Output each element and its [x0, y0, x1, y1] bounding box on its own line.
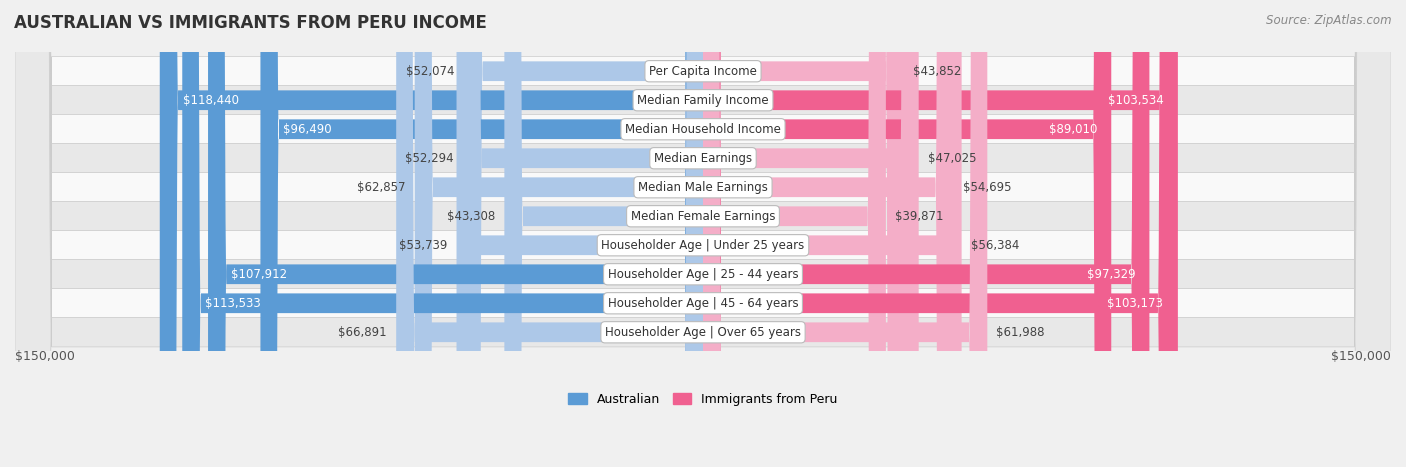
FancyBboxPatch shape — [15, 0, 1391, 467]
FancyBboxPatch shape — [15, 0, 1391, 467]
Text: $54,695: $54,695 — [963, 181, 1011, 194]
Text: $89,010: $89,010 — [1049, 123, 1098, 136]
Text: $103,534: $103,534 — [1108, 94, 1164, 107]
FancyBboxPatch shape — [415, 0, 703, 467]
Text: $52,074: $52,074 — [406, 65, 456, 78]
FancyBboxPatch shape — [703, 0, 1150, 467]
Text: $53,739: $53,739 — [399, 239, 447, 252]
Text: $47,025: $47,025 — [928, 152, 976, 165]
Text: $66,891: $66,891 — [339, 326, 387, 339]
FancyBboxPatch shape — [703, 0, 904, 467]
Text: Householder Age | 25 - 44 years: Householder Age | 25 - 44 years — [607, 268, 799, 281]
Text: $62,857: $62,857 — [357, 181, 405, 194]
Text: $52,294: $52,294 — [405, 152, 454, 165]
Text: AUSTRALIAN VS IMMIGRANTS FROM PERU INCOME: AUSTRALIAN VS IMMIGRANTS FROM PERU INCOM… — [14, 14, 486, 32]
Text: $43,852: $43,852 — [914, 65, 962, 78]
Text: Per Capita Income: Per Capita Income — [650, 65, 756, 78]
FancyBboxPatch shape — [505, 0, 703, 467]
FancyBboxPatch shape — [703, 0, 1178, 467]
Text: Median Female Earnings: Median Female Earnings — [631, 210, 775, 223]
FancyBboxPatch shape — [208, 0, 703, 467]
FancyBboxPatch shape — [15, 0, 1391, 467]
Text: Householder Age | Under 25 years: Householder Age | Under 25 years — [602, 239, 804, 252]
Text: $96,490: $96,490 — [284, 123, 332, 136]
FancyBboxPatch shape — [463, 0, 703, 467]
Text: $97,329: $97,329 — [1087, 268, 1136, 281]
FancyBboxPatch shape — [183, 0, 703, 467]
FancyBboxPatch shape — [15, 0, 1391, 467]
FancyBboxPatch shape — [15, 0, 1391, 467]
FancyBboxPatch shape — [160, 0, 703, 467]
FancyBboxPatch shape — [703, 0, 918, 467]
Text: $103,173: $103,173 — [1107, 297, 1163, 310]
Text: Median Family Income: Median Family Income — [637, 94, 769, 107]
FancyBboxPatch shape — [396, 0, 703, 467]
Text: Median Earnings: Median Earnings — [654, 152, 752, 165]
Text: Householder Age | 45 - 64 years: Householder Age | 45 - 64 years — [607, 297, 799, 310]
FancyBboxPatch shape — [15, 0, 1391, 467]
Text: $39,871: $39,871 — [896, 210, 943, 223]
FancyBboxPatch shape — [15, 0, 1391, 467]
Text: $43,308: $43,308 — [447, 210, 495, 223]
FancyBboxPatch shape — [703, 0, 953, 467]
FancyBboxPatch shape — [457, 0, 703, 467]
FancyBboxPatch shape — [464, 0, 703, 467]
Text: Median Household Income: Median Household Income — [626, 123, 780, 136]
FancyBboxPatch shape — [15, 0, 1391, 467]
Text: $56,384: $56,384 — [970, 239, 1019, 252]
Text: Median Male Earnings: Median Male Earnings — [638, 181, 768, 194]
FancyBboxPatch shape — [703, 0, 987, 467]
Text: Source: ZipAtlas.com: Source: ZipAtlas.com — [1267, 14, 1392, 27]
Legend: Australian, Immigrants from Peru: Australian, Immigrants from Peru — [564, 388, 842, 410]
Text: $150,000: $150,000 — [15, 350, 75, 363]
FancyBboxPatch shape — [15, 0, 1391, 467]
FancyBboxPatch shape — [703, 0, 886, 467]
FancyBboxPatch shape — [260, 0, 703, 467]
FancyBboxPatch shape — [15, 0, 1391, 467]
FancyBboxPatch shape — [703, 0, 1177, 467]
FancyBboxPatch shape — [703, 0, 1111, 467]
Text: $113,533: $113,533 — [205, 297, 262, 310]
Text: Householder Age | Over 65 years: Householder Age | Over 65 years — [605, 326, 801, 339]
FancyBboxPatch shape — [703, 0, 962, 467]
Text: $107,912: $107,912 — [231, 268, 287, 281]
Text: $61,988: $61,988 — [997, 326, 1045, 339]
Text: $118,440: $118,440 — [183, 94, 239, 107]
Text: $150,000: $150,000 — [1331, 350, 1391, 363]
